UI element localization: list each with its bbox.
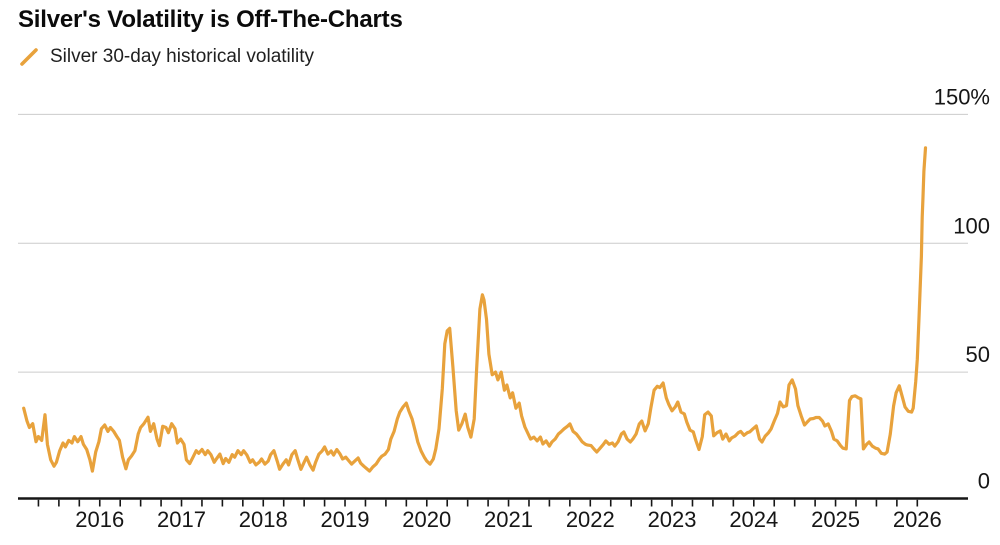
x-axis-label: 2026 (893, 507, 942, 532)
x-axis-label: 2023 (648, 507, 697, 532)
line-series-slash-icon (20, 48, 38, 66)
chart-title: Silver's Volatility is Off-The-Charts (18, 6, 403, 33)
legend-series-label: Silver 30-day historical volatility (50, 46, 314, 67)
y-axis-label: 100 (953, 213, 990, 238)
x-axis-label: 2021 (484, 507, 533, 532)
y-axis-label: 150% (934, 84, 990, 109)
x-axis-label: 2018 (239, 507, 288, 532)
y-axis-label: 50 (966, 342, 990, 367)
x-axis-label: 2019 (321, 507, 370, 532)
y-axis-label: 0 (978, 469, 990, 494)
x-axis-label: 2025 (811, 507, 860, 532)
x-axis-label: 2020 (402, 507, 451, 532)
x-axis-label: 2017 (157, 507, 206, 532)
x-axis-label: 2022 (566, 507, 615, 532)
x-axis-label: 2016 (75, 507, 124, 532)
volatility-series-line (22, 146, 928, 473)
x-axis-label: 2024 (729, 507, 778, 532)
legend: Silver 30-day historical volatility (18, 46, 314, 68)
